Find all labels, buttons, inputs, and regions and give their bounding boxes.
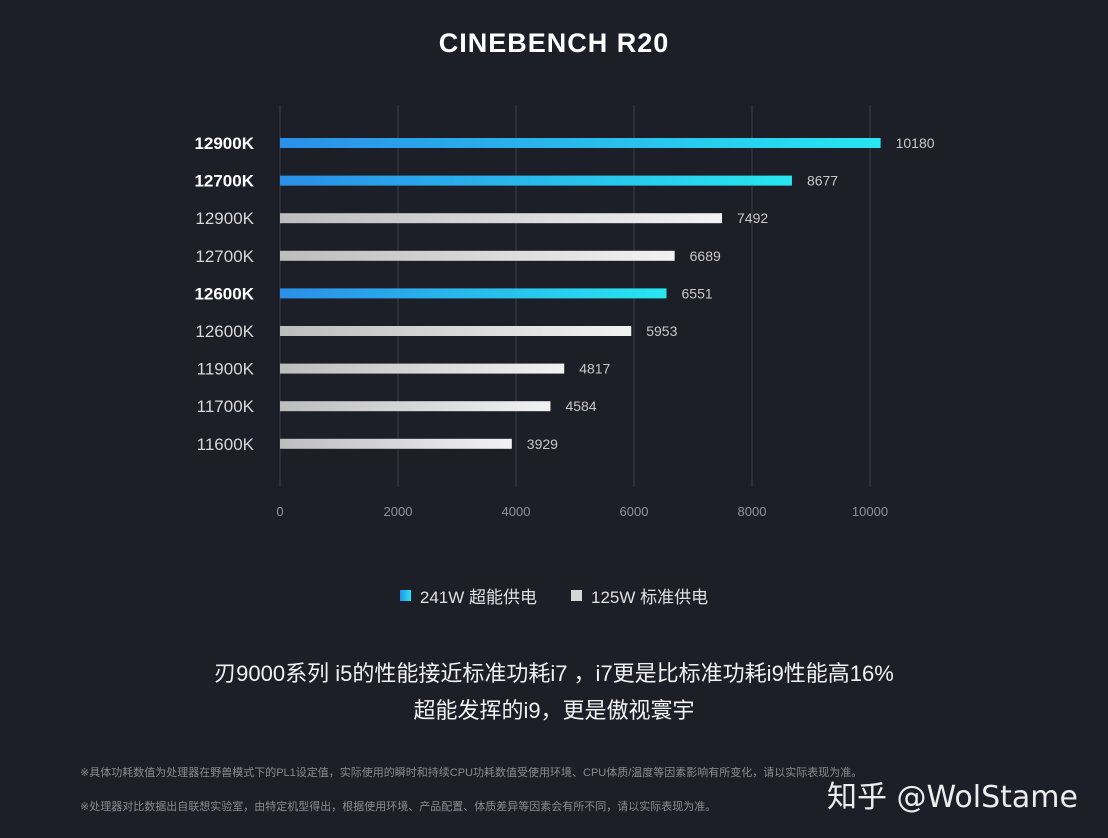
bar-125w [280,438,512,449]
value-label: 3929 [527,436,558,452]
legend-label-241w: 241W 超能供电 [419,588,537,607]
category-label: 11900K [197,360,255,379]
category-label: 12700K [194,172,254,191]
value-label: 10180 [896,135,935,151]
category-label: 12900K [195,209,254,228]
bar-241w [280,138,881,148]
category-label: 11600K [197,435,255,454]
x-tick-label: 4000 [502,504,531,519]
footnote-1: ※具体功耗数值为处理器在野兽模式下的PL1设定值，实际使用的瞬时和持续CPU功耗… [80,767,863,779]
category-label: 11700K [197,397,255,416]
value-label: 6689 [690,248,721,264]
legend-item-125w: 125W 标准供电 [571,583,708,608]
bar-125w [280,213,723,224]
value-label: 6551 [682,285,713,301]
x-tick-label: 8000 [738,504,767,519]
x-tick-label: 2000 [384,504,413,519]
legend-swatch-241w [399,590,411,601]
bar-241w [280,288,667,299]
bar-chart: 0 2000 4000 6000 8000 10000 12900K 10180 12700K 8… [194,105,935,519]
category-label: 12900K [194,134,254,153]
x-tick-label: 10000 [852,504,888,519]
value-label: 4584 [565,398,596,414]
chart-title: CINEBENCH R20 [438,28,670,58]
headline-line-2: 超能发挥的i9，更是傲视寰宇 [413,698,695,723]
headline-line-1: 刃9000系列 i5的性能接近标准功耗i7 ，i7更是比标准功耗i9性能高16% [214,661,894,686]
category-label: 12600K [195,322,254,341]
legend-label-125w: 125W 标准供电 [591,588,709,607]
watermark: 知乎 @WolStame [826,780,1078,815]
legend-item-241w: 241W 超能供电 [399,583,537,608]
bar-125w [280,326,632,336]
footnote-2: ※处理器对比数据出自联想实验室，由特定机型得出，根据使用环境、产品配置、体质差异… [80,801,717,813]
bar-125w [280,363,565,374]
bar-125w [280,401,551,412]
value-label: 5953 [646,323,677,339]
x-tick-label: 0 [276,504,283,519]
bar-241w [280,175,792,186]
category-label: 12600K [194,284,254,303]
category-label: 12700K [195,247,254,266]
x-tick-label: 6000 [620,504,649,519]
value-label: 7492 [737,210,768,226]
chart-legend: 241W 超能供电 125W 标准供电 [0,583,1108,608]
value-label: 8677 [807,173,838,189]
bar-125w [280,250,675,261]
legend-swatch-125w [571,590,582,601]
value-label: 4817 [579,361,610,377]
